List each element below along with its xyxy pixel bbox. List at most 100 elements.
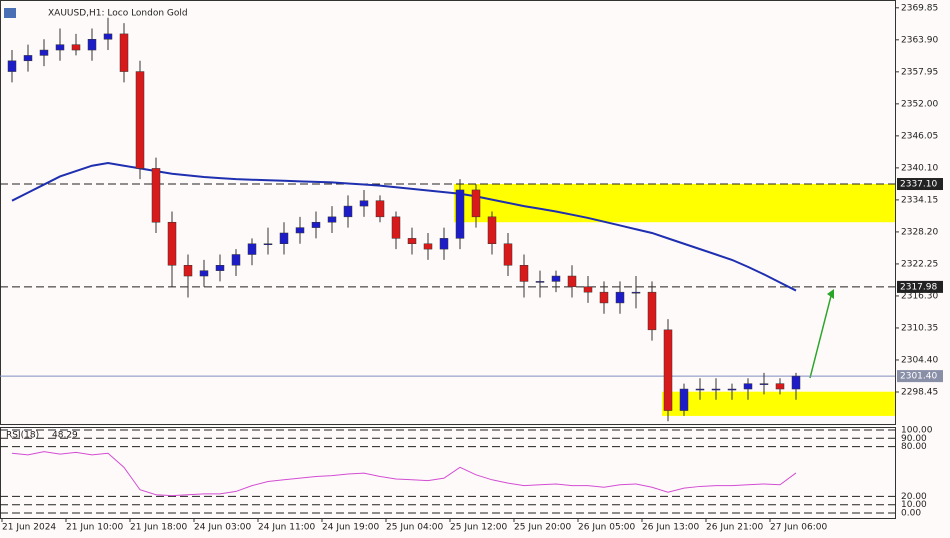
candle-body: [407, 238, 417, 244]
x-tick-label: 21 Jun 18:00: [130, 523, 187, 533]
candle-body: [551, 275, 561, 282]
zone: [662, 391, 895, 416]
candle-body: [567, 275, 577, 288]
candle-body: [583, 286, 593, 293]
candle-body: [471, 189, 481, 218]
candle-body: [87, 39, 97, 51]
candle-body: [727, 388, 737, 391]
candle-body: [391, 216, 401, 239]
level-label: 2337.10: [900, 180, 937, 190]
y-tick-label: 2328.20: [901, 227, 938, 237]
level-label: 2301.40: [900, 372, 937, 382]
candle-body: [615, 291, 625, 304]
x-tick-label: 26 Jun 05:00: [578, 523, 635, 533]
candle-body: [487, 216, 497, 244]
candle-body: [199, 270, 209, 277]
candle-body: [599, 291, 609, 304]
x-tick-label: 24 Jun 03:00: [194, 523, 251, 533]
candle-body: [647, 291, 657, 331]
candle-body: [791, 375, 801, 390]
candle-body: [439, 238, 449, 250]
icon: [4, 8, 16, 18]
candle-body: [135, 71, 145, 169]
candle-body: [359, 200, 369, 207]
y-tick-label: 2357.95: [901, 67, 938, 77]
candle-body: [167, 221, 177, 266]
moving-average: [11, 162, 797, 292]
y-tick-label: 2369.85: [901, 3, 938, 13]
candle-body: [759, 383, 769, 385]
candle-body: [311, 221, 321, 228]
rsi-name: RSI(18): [6, 431, 39, 441]
y-tick-label: 2316.30: [901, 291, 938, 301]
rsi-value: 48.29: [52, 431, 78, 441]
candle-body: [71, 44, 81, 51]
rsi-tick-label: 10.00: [901, 500, 927, 510]
rsi-tick-label: 80.00: [901, 442, 927, 452]
zones: [454, 184, 895, 416]
rsi-tick-label: 0.00: [901, 509, 921, 519]
candle-body: [295, 227, 305, 234]
candle-body: [247, 243, 257, 255]
candle-body: [119, 33, 129, 72]
rsi-frame: [0, 427, 896, 519]
level-label-bg: [897, 280, 943, 293]
candle-body: [663, 329, 673, 411]
candle-body: [631, 291, 641, 294]
candle-body: [103, 33, 113, 40]
rsi-tick-label: 20.00: [901, 492, 927, 502]
rsi-line: [11, 451, 797, 497]
level-label-bg: [897, 178, 943, 191]
candle-body: [183, 265, 193, 277]
candle-body: [423, 243, 433, 250]
y-tick-label: 2352.00: [901, 99, 938, 109]
x-tick-label: 26 Jun 21:00: [706, 523, 763, 533]
y-tick-label: 2334.15: [901, 195, 938, 205]
chart-title: XAUUSD,H1: Loco London Gold: [48, 9, 188, 19]
candle-body: [327, 216, 337, 223]
y-tick-label: 2363.90: [901, 35, 938, 45]
x-tick-label: 25 Jun 04:00: [386, 523, 443, 533]
x-tick-label: 21 Jun 10:00: [66, 523, 123, 533]
x-tick-label: 24 Jun 19:00: [322, 523, 379, 533]
rsi-tick-label: 100.00: [901, 426, 933, 436]
candle-body: [455, 189, 465, 239]
y-tick-label: 2310.35: [901, 323, 938, 333]
candle-body: [695, 388, 705, 391]
candle-body: [23, 55, 33, 62]
candle-body: [519, 265, 529, 282]
main-frame: [0, 0, 896, 425]
y-tick-label: 2304.40: [901, 355, 938, 365]
x-tick-label: 24 Jun 11:00: [258, 523, 315, 533]
y-tick-label: 2340.10: [901, 163, 938, 173]
candle-body: [375, 200, 385, 218]
arrow: [809, 291, 833, 379]
candle-body: [743, 383, 753, 390]
candle-body: [535, 281, 545, 283]
candle-body: [503, 243, 513, 266]
y-tick-label: 2298.45: [901, 387, 938, 397]
candle-body: [263, 243, 273, 245]
candle-body: [679, 388, 689, 411]
x-tick-label: 21 Jun 2024: [2, 523, 56, 533]
candle-body: [7, 60, 17, 72]
y-tick-label: 2346.05: [901, 131, 938, 141]
zone: [454, 184, 895, 223]
y-tick-label: 2322.25: [901, 259, 938, 269]
x-tick-label: 26 Jun 13:00: [642, 523, 699, 533]
candle-body: [343, 205, 353, 218]
level-label: 2317.98: [900, 282, 937, 292]
candle-body: [215, 265, 225, 271]
x-tick-label: 25 Jun 12:00: [450, 523, 507, 533]
arrow-head: [827, 289, 834, 299]
candle-body: [711, 388, 721, 391]
x-tick-label: 27 Jun 06:00: [770, 523, 827, 533]
level-label-bg: [897, 370, 943, 383]
candle-body: [231, 254, 241, 266]
rsi-tick-label: 90.00: [901, 434, 927, 444]
candle-body: [279, 232, 289, 244]
candle-body: [151, 168, 161, 223]
candle-body: [775, 383, 785, 390]
